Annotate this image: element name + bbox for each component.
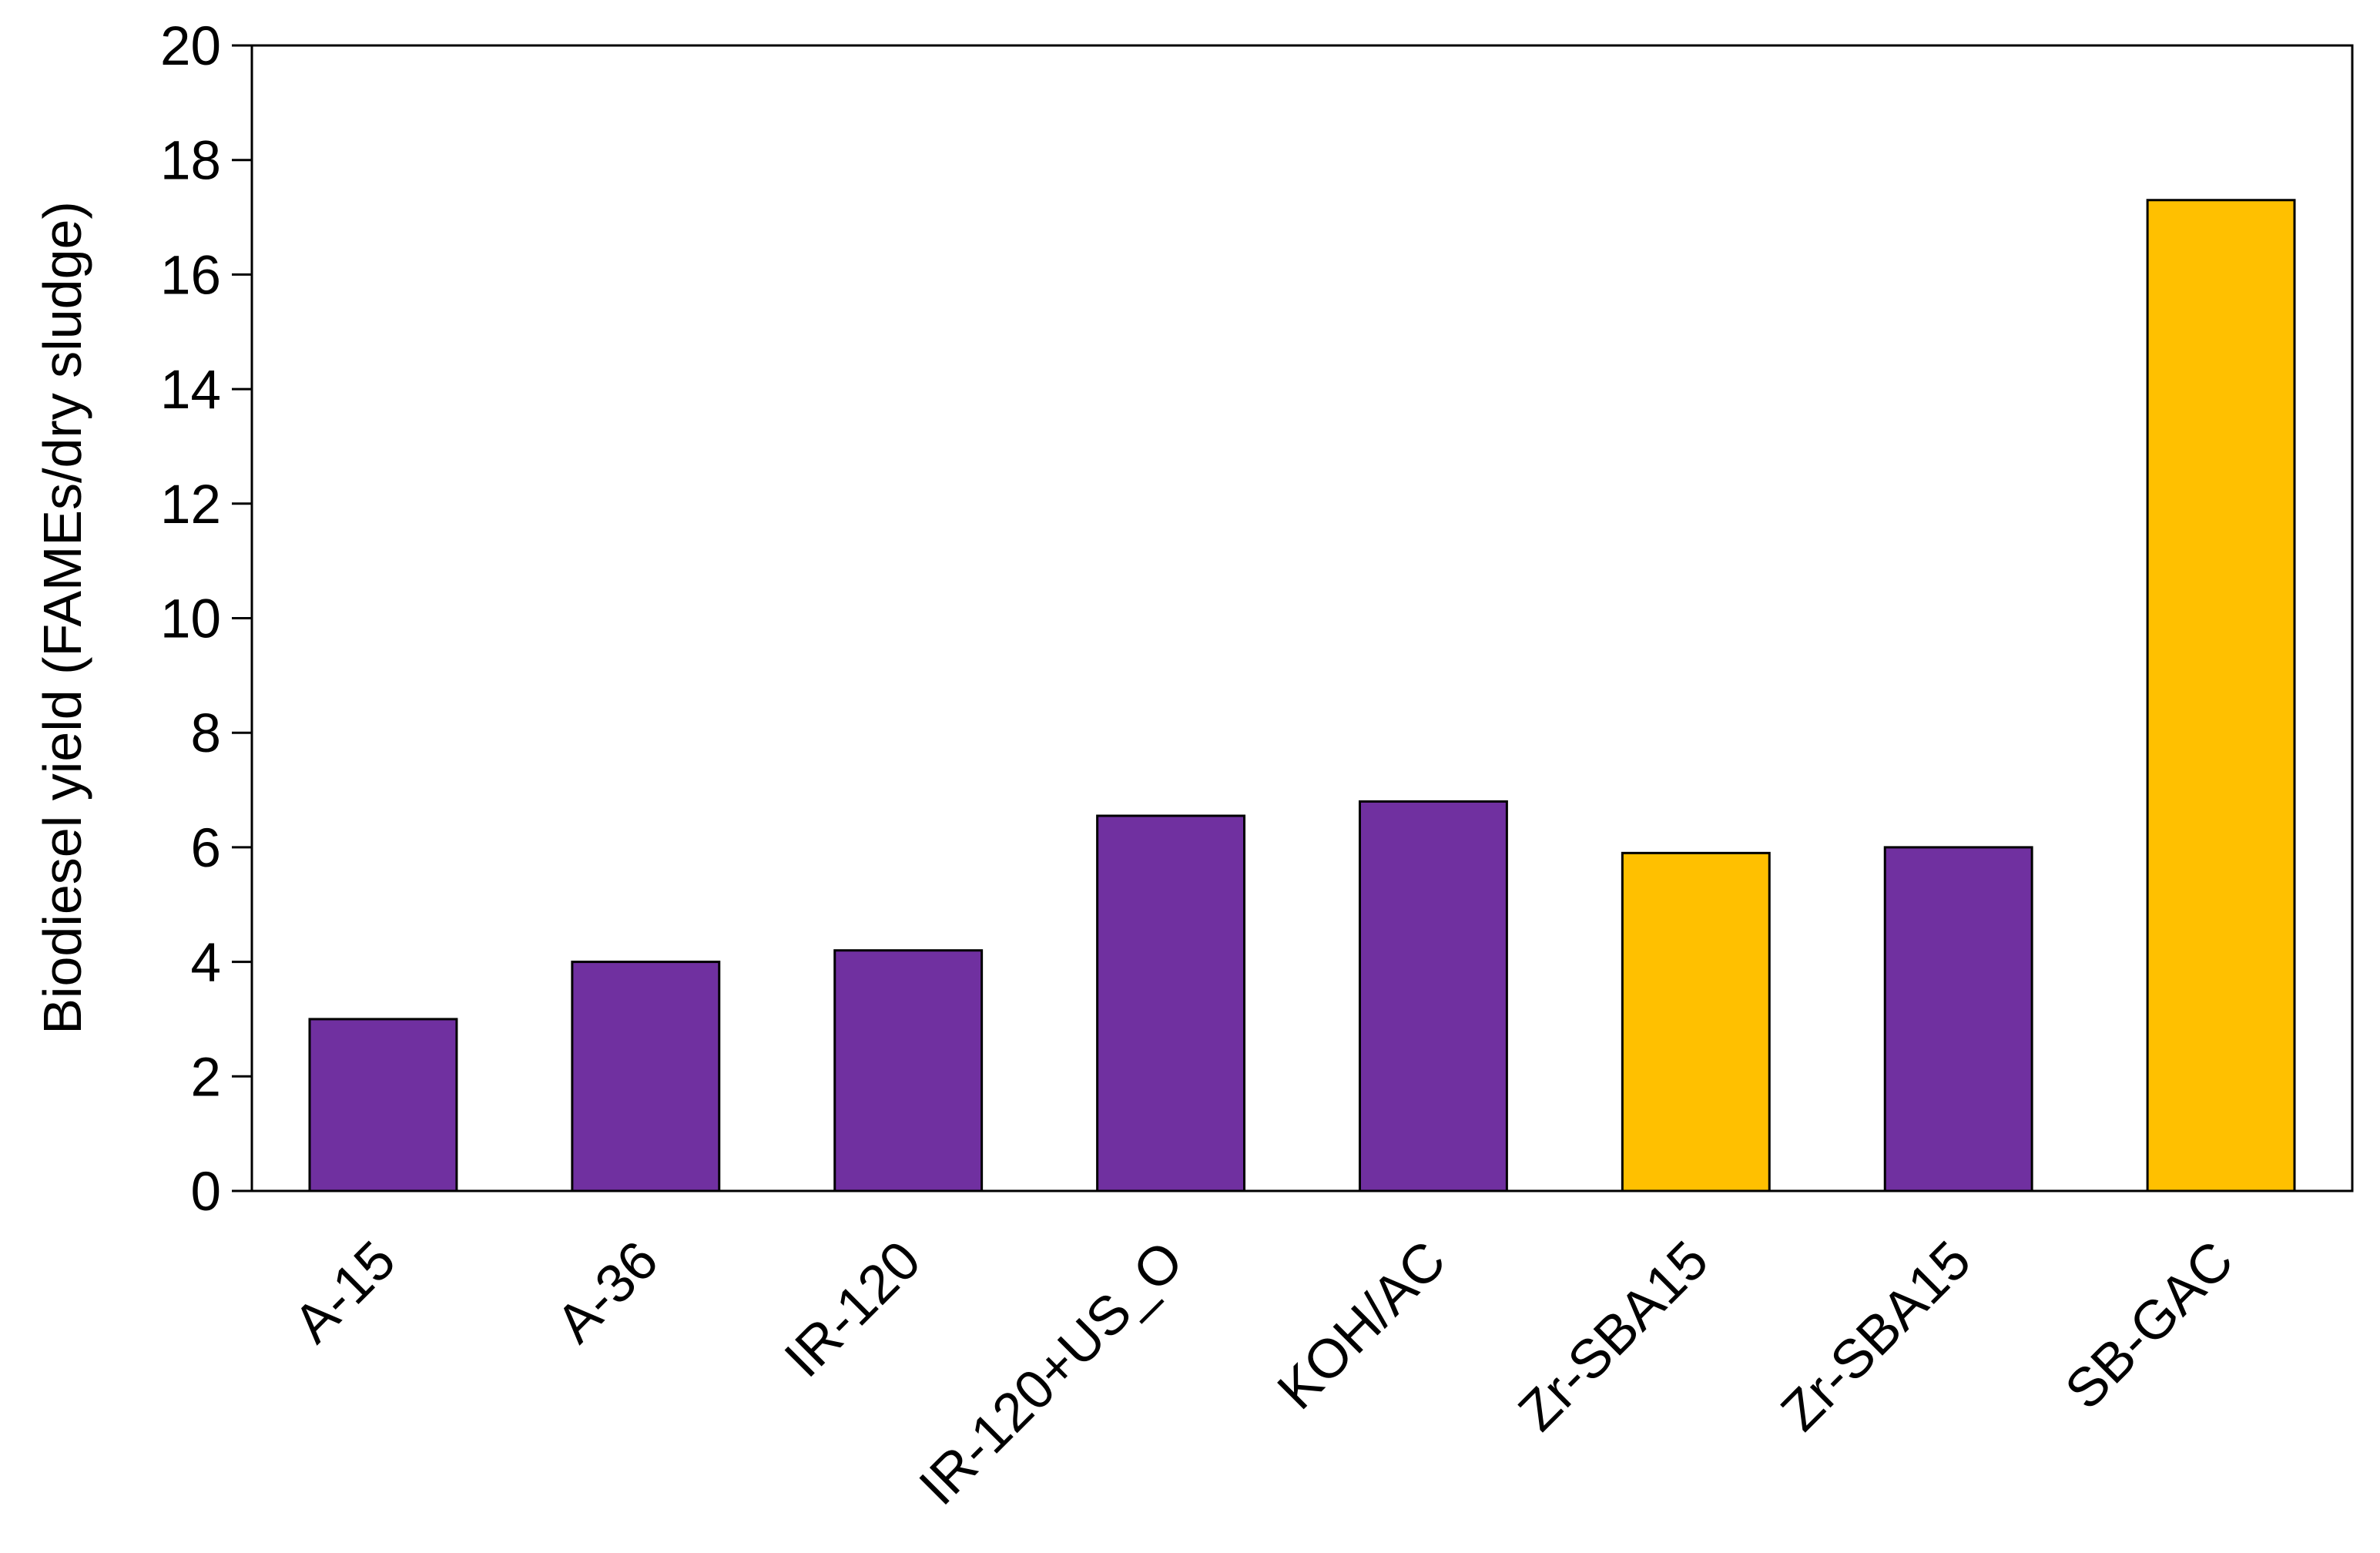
y-tick-label: 6 [191,818,222,879]
x-tick-label: Zr-SBA15 [1770,1229,1983,1442]
bar [1883,846,2033,1192]
y-tick-label: 4 [191,933,222,994]
x-tick-label: A-36 [545,1229,670,1354]
plot-frame [250,44,2354,1192]
x-tick-label: A-15 [283,1229,407,1354]
x-tick-label: Zr-SBA15 [1507,1229,1720,1442]
x-tick-label: KOH/AC [1266,1229,1457,1421]
x-tick-label: SB-GAC [2054,1229,2245,1421]
bar [1358,800,1508,1192]
y-tick-label: 20 [160,16,221,77]
y-tick-label: 16 [160,245,221,306]
y-tick-label: 10 [160,589,221,650]
y-tick-label: 18 [160,131,221,192]
y-tick-label: 14 [160,360,221,421]
bar [1621,851,1771,1192]
bar [1096,814,1246,1192]
y-tick-label: 0 [191,1162,222,1223]
y-tick-label: 2 [191,1047,222,1108]
bar [833,949,984,1192]
bar [2146,199,2296,1192]
y-axis-title: Biodiesel yield (FAMEs/dry sludge) [32,201,92,1035]
bar [308,1018,458,1192]
bar [571,961,721,1192]
y-tick-label: 12 [160,475,221,535]
x-tick-label: IR-120 [773,1229,933,1389]
y-tick-label: 8 [191,703,222,764]
x-tick-label: IR-120+US_O [908,1229,1195,1517]
